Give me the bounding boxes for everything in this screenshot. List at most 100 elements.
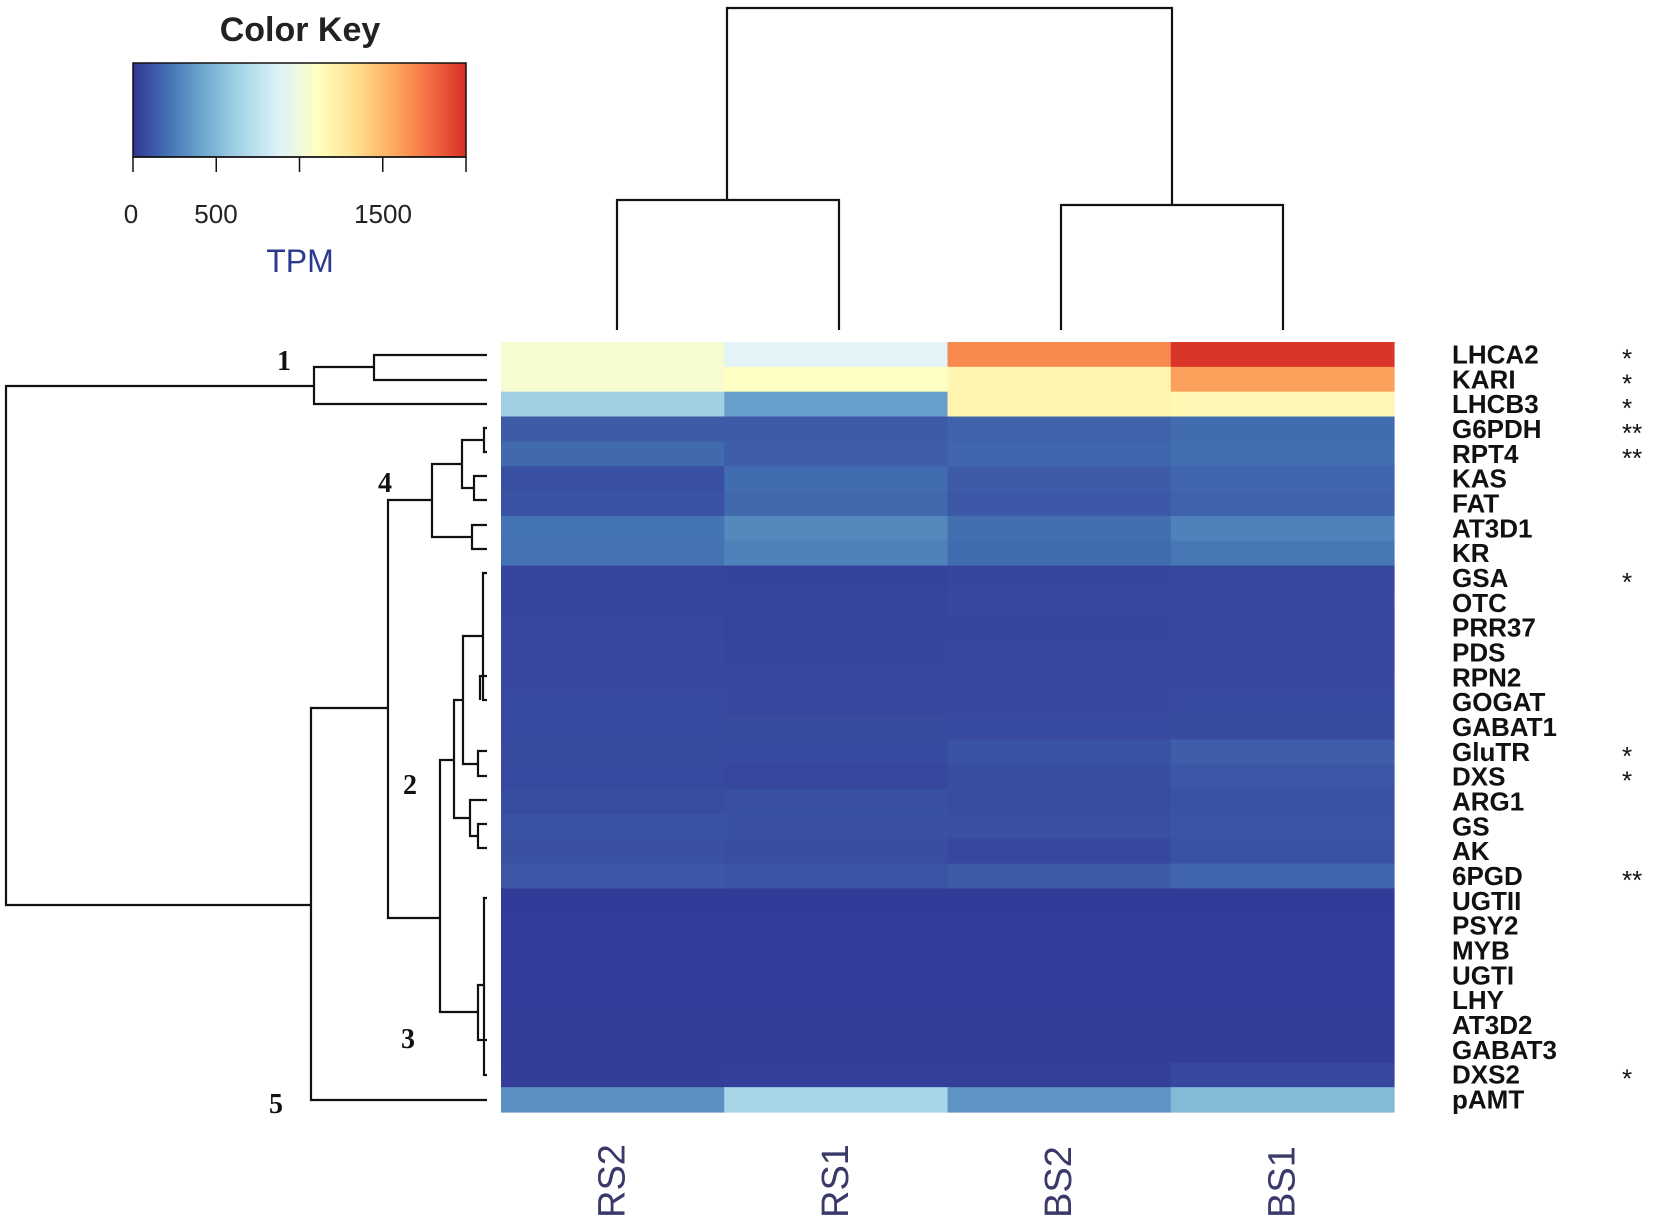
heatmap-cell <box>947 416 1172 442</box>
heatmap-cell <box>724 565 949 591</box>
heatmap-cell <box>1170 1037 1395 1063</box>
color-key-ticks <box>132 157 467 172</box>
dendrogram-branch <box>482 896 487 1077</box>
column-dendrogram <box>615 6 1285 330</box>
gene-label: KARI <box>1452 364 1516 394</box>
heatmap-cell <box>1170 888 1395 914</box>
heatmap-cell <box>1170 764 1395 790</box>
gene-label: DXS <box>1452 762 1505 792</box>
heatmap-cell <box>724 515 949 542</box>
gene-label: PDS <box>1452 637 1505 667</box>
heatmap-cell <box>501 1037 725 1063</box>
gene-label: LHY <box>1452 985 1504 1015</box>
heatmap-cell <box>1170 938 1395 964</box>
gene-label: UGTII <box>1452 886 1521 916</box>
heatmap-cell <box>1170 366 1395 393</box>
dendrogram-branch <box>430 462 472 539</box>
heatmap-cell <box>1170 540 1395 567</box>
gene-label: RPT4 <box>1452 439 1519 469</box>
heatmap-cell <box>947 640 1172 666</box>
gene-label: PRR37 <box>1452 613 1536 643</box>
heatmap-cell <box>724 1037 949 1063</box>
heatmap-cell <box>947 491 1172 517</box>
heatmap-cell <box>1170 342 1395 368</box>
heatmap-cell <box>1170 689 1395 716</box>
heatmap-cell <box>947 863 1172 890</box>
heatmap-cell <box>501 1087 725 1113</box>
heatmap-cell <box>947 838 1172 865</box>
heatmap-cell <box>501 441 725 467</box>
heatmap-cell <box>947 342 1172 368</box>
dendrogram-branch <box>476 749 487 778</box>
heatmap-cell <box>724 789 949 815</box>
heatmap-cell <box>947 1037 1172 1063</box>
column-labels: RS2 RS1 BS2 BS1 <box>592 1144 1304 1218</box>
color-key-gradient <box>132 62 467 158</box>
row-dendrogram: 1 4 2 3 5 <box>4 346 487 1120</box>
heatmap-cell <box>947 1062 1172 1088</box>
cluster-number: 4 <box>378 468 392 499</box>
heatmap-cell <box>1170 640 1395 666</box>
dendrogram-branch <box>1059 203 1285 330</box>
heatmap-cell <box>724 1062 949 1088</box>
heatmap-cell <box>1170 664 1395 691</box>
heatmap-cell <box>947 466 1172 492</box>
heatmap-cell <box>501 1012 725 1039</box>
heatmap-cell <box>501 689 725 716</box>
heatmap-cell <box>1170 714 1395 741</box>
heatmap-cell <box>724 640 949 666</box>
significance-mark: * <box>1622 766 1632 796</box>
heatmap-cell <box>724 714 949 741</box>
color-key-tick-label: 500 <box>194 199 237 229</box>
dendrogram-branch <box>476 983 487 1042</box>
heatmap-cell <box>947 962 1172 989</box>
heatmap-cell <box>724 615 949 641</box>
dendrogram-branch <box>615 198 841 330</box>
heatmap-cell <box>947 888 1172 914</box>
heatmap-cell <box>501 664 725 691</box>
heatmap-cell <box>724 863 949 890</box>
dendrogram-branch <box>476 822 487 850</box>
heatmap-cell <box>724 540 949 567</box>
gene-labels: LHCA2KARILHCB3G6PDHRPT4KASFATAT3D1KRGSAO… <box>1452 339 1557 1114</box>
color-key: Color Key 0 500 1500 TPM <box>124 11 467 279</box>
heatmap-cell <box>724 913 949 939</box>
heatmap-cell <box>724 590 949 616</box>
cluster-number: 3 <box>401 1024 415 1055</box>
column-label: RS1 <box>815 1144 857 1218</box>
heatmap-cell <box>947 391 1172 418</box>
heatmap-cell <box>1170 565 1395 591</box>
heatmap-cell <box>501 540 725 567</box>
heatmap-cell <box>1170 391 1395 418</box>
gene-label: GS <box>1452 811 1490 841</box>
heatmap-cell <box>1170 441 1395 467</box>
significance-labels: ************* <box>1622 343 1642 1093</box>
gene-label: LHCB3 <box>1452 389 1539 419</box>
dendrogram-branch <box>481 571 487 702</box>
heatmap-cell <box>1170 466 1395 492</box>
cluster-number: 1 <box>277 346 291 377</box>
significance-mark: ** <box>1622 865 1642 895</box>
gene-label: KR <box>1452 538 1490 568</box>
dendrogram-branch <box>386 498 440 920</box>
heatmap-cell <box>1170 1012 1395 1039</box>
heatmap-cell <box>501 590 725 616</box>
heatmap-cell <box>724 342 949 368</box>
column-label: BS2 <box>1038 1146 1080 1218</box>
significance-mark: * <box>1622 741 1632 771</box>
heatmap-cell <box>501 366 725 393</box>
heatmap-cell <box>724 441 949 467</box>
heatmap-cell <box>1170 863 1395 890</box>
heatmap-cell <box>724 491 949 517</box>
heatmap-cells <box>501 342 1395 1113</box>
heatmap-cell <box>724 1087 949 1113</box>
heatmap-cell <box>947 565 1172 591</box>
heatmap-cell <box>501 342 725 368</box>
gene-label: PSY2 <box>1452 911 1519 941</box>
heatmap-cell <box>501 640 725 666</box>
heatmap-cell <box>1170 590 1395 616</box>
heatmap-cell <box>501 838 725 865</box>
gene-label: GluTR <box>1452 737 1530 767</box>
gene-label: RPN2 <box>1452 662 1521 692</box>
